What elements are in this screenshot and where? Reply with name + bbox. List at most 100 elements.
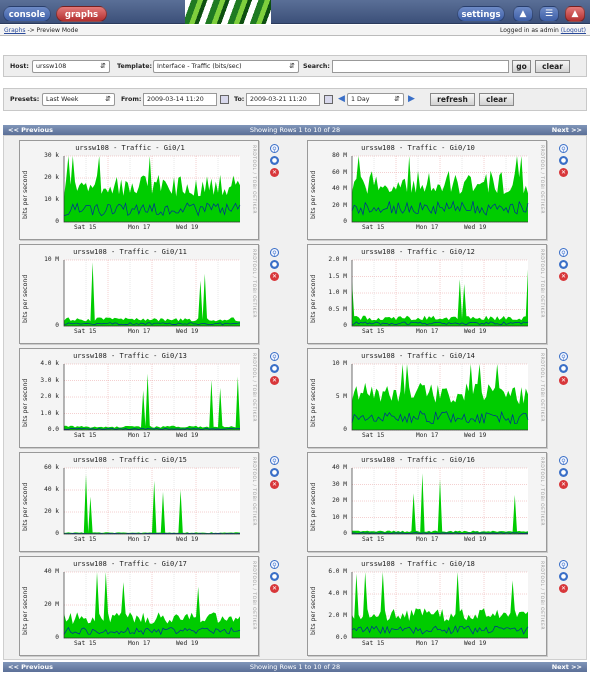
properties-icon[interactable]: ✕ — [559, 480, 568, 489]
y-tick-label: 10 k — [44, 196, 59, 203]
next-link[interactable]: Next >> — [551, 126, 582, 134]
plot-area — [351, 363, 529, 431]
y-tick-label: 0.5 M — [328, 305, 347, 313]
outbound-line — [63, 202, 241, 217]
x-tick-label: Sat 15 — [362, 432, 385, 439]
presets-label: Presets: — [10, 96, 40, 103]
graph-image[interactable]: urssw108 - Traffic - Gi0/17 bits per seco… — [19, 556, 259, 656]
y-tick-label: 0.0 — [335, 634, 347, 641]
from-date-input[interactable]: 2009-03-14 11:20 — [143, 93, 217, 106]
previous-link[interactable]: << Previous — [8, 126, 53, 134]
timespan-clear-button[interactable]: clear — [479, 93, 514, 106]
graph-title: urssw108 - Traffic - Gi0/11 — [73, 248, 187, 256]
breadcrumb-graphs-link[interactable]: Graphs — [4, 27, 26, 34]
inbound-area — [64, 572, 240, 638]
template-select[interactable]: Interface - Traffic (bits/sec) ⇵ — [153, 60, 299, 73]
search-input[interactable] — [332, 60, 509, 73]
filter-clear-button[interactable]: clear — [535, 60, 570, 73]
timeshift-select[interactable]: 1 Day ⇵ — [347, 93, 404, 106]
logout-link[interactable]: (Logout) — [560, 27, 586, 34]
row-status: Showing Rows 1 to 10 of 28 — [249, 126, 341, 134]
refresh-button[interactable]: refresh — [430, 93, 475, 106]
outbound-line — [64, 427, 241, 430]
outbound-line — [63, 626, 241, 636]
graph-image[interactable]: urssw108 - Traffic - Gi0/18 bits per seco… — [307, 556, 547, 656]
properties-icon[interactable]: ✕ — [559, 376, 568, 385]
zoom-icon[interactable]: ⚲ — [559, 560, 568, 569]
csv-export-icon[interactable]: ● — [270, 260, 279, 269]
axis-line — [63, 364, 240, 431]
y-tick-label: 60 M — [332, 168, 347, 176]
host-select[interactable]: urssw108 ⇵ — [32, 60, 110, 73]
outbound-line — [351, 532, 529, 534]
zoom-icon[interactable]: ⚲ — [270, 144, 279, 153]
csv-export-icon[interactable]: ● — [270, 156, 279, 165]
csv-export-icon[interactable]: ● — [270, 572, 279, 581]
list-view-icon[interactable]: ☰ — [539, 6, 559, 22]
csv-export-icon[interactable]: ● — [559, 468, 568, 477]
go-button[interactable]: go — [512, 60, 531, 73]
properties-icon[interactable]: ✕ — [270, 376, 279, 385]
presets-select[interactable]: Last Week ⇵ — [42, 93, 115, 106]
zoom-icon[interactable]: ⚲ — [270, 248, 279, 257]
csv-export-icon[interactable]: ● — [559, 260, 568, 269]
y-tick-label: 0 — [343, 322, 347, 329]
graphs-tab[interactable]: graphs — [56, 6, 107, 22]
y-tick-label: 80 M — [332, 152, 347, 159]
y-tick-label: 40 k — [44, 486, 59, 493]
calendar-icon[interactable] — [324, 95, 333, 104]
chevron-updown-icon: ⇵ — [394, 95, 400, 103]
properties-icon[interactable]: ✕ — [559, 168, 568, 177]
plot-area — [351, 259, 529, 327]
graph-title: urssw108 - Traffic - Gi0/1 — [75, 144, 185, 152]
graph-image[interactable]: urssw108 - Traffic - Gi0/1 bits per secon… — [19, 140, 259, 240]
graph-image[interactable]: urssw108 - Traffic - Gi0/14 bits per seco… — [307, 348, 547, 448]
properties-icon[interactable]: ✕ — [270, 584, 279, 593]
tree-view-icon[interactable]: ▲ — [513, 6, 533, 22]
graph-image[interactable]: urssw108 - Traffic - Gi0/16 bits per seco… — [307, 452, 547, 552]
y-tick-label: 0.0 — [47, 426, 59, 433]
pagination-bar-top: Showing Rows 1 to 10 of 28 << Previous N… — [3, 125, 587, 135]
calendar-icon[interactable] — [220, 95, 229, 104]
shift-right-icon[interactable]: ▶ — [408, 94, 415, 104]
zoom-icon[interactable]: ⚲ — [559, 144, 568, 153]
console-tab[interactable]: console — [3, 6, 51, 22]
next-link[interactable]: Next >> — [551, 663, 582, 671]
graph-image[interactable]: urssw108 - Traffic - Gi0/12 bits per seco… — [307, 244, 547, 344]
y-tick-label: 0 — [343, 426, 347, 433]
csv-export-icon[interactable]: ● — [559, 572, 568, 581]
zoom-icon[interactable]: ⚲ — [559, 248, 568, 257]
graph-image[interactable]: urssw108 - Traffic - Gi0/15 bits per seco… — [19, 452, 259, 552]
graph-image[interactable]: urssw108 - Traffic - Gi0/11 bits per seco… — [19, 244, 259, 344]
csv-export-icon[interactable]: ● — [270, 468, 279, 477]
properties-icon[interactable]: ✕ — [270, 480, 279, 489]
shift-left-icon[interactable]: ◀ — [338, 94, 345, 104]
settings-tab[interactable]: settings — [457, 6, 505, 22]
zoom-icon[interactable]: ⚲ — [270, 456, 279, 465]
x-tick-label: Wed 19 — [464, 432, 487, 439]
to-date-input[interactable]: 2009-03-21 11:20 — [246, 93, 320, 106]
graph-actions: ⚲ ● ✕ — [559, 456, 569, 496]
chevron-updown-icon: ⇵ — [289, 62, 295, 70]
axis-line — [351, 572, 528, 639]
graph-image[interactable]: urssw108 - Traffic - Gi0/13 bits per seco… — [19, 348, 259, 448]
zoom-icon[interactable]: ⚲ — [559, 456, 568, 465]
preview-view-icon[interactable]: ▲ — [565, 6, 585, 22]
properties-icon[interactable]: ✕ — [270, 168, 279, 177]
previous-link[interactable]: << Previous — [8, 663, 53, 671]
axis-line — [351, 364, 528, 431]
csv-export-icon[interactable]: ● — [559, 364, 568, 373]
y-tick-label: 0 — [55, 322, 59, 329]
zoom-icon[interactable]: ⚲ — [270, 352, 279, 361]
properties-icon[interactable]: ✕ — [270, 272, 279, 281]
zoom-icon[interactable]: ⚲ — [559, 352, 568, 361]
zoom-icon[interactable]: ⚲ — [270, 560, 279, 569]
csv-export-icon[interactable]: ● — [270, 364, 279, 373]
csv-export-icon[interactable]: ● — [559, 156, 568, 165]
properties-icon[interactable]: ✕ — [559, 272, 568, 281]
template-label: Template: — [117, 63, 153, 70]
x-tick-label: Wed 19 — [176, 224, 199, 231]
graph-image[interactable]: urssw108 - Traffic - Gi0/10 bits per seco… — [307, 140, 547, 240]
y-tick-label: 2.0 k — [40, 393, 59, 400]
properties-icon[interactable]: ✕ — [559, 584, 568, 593]
